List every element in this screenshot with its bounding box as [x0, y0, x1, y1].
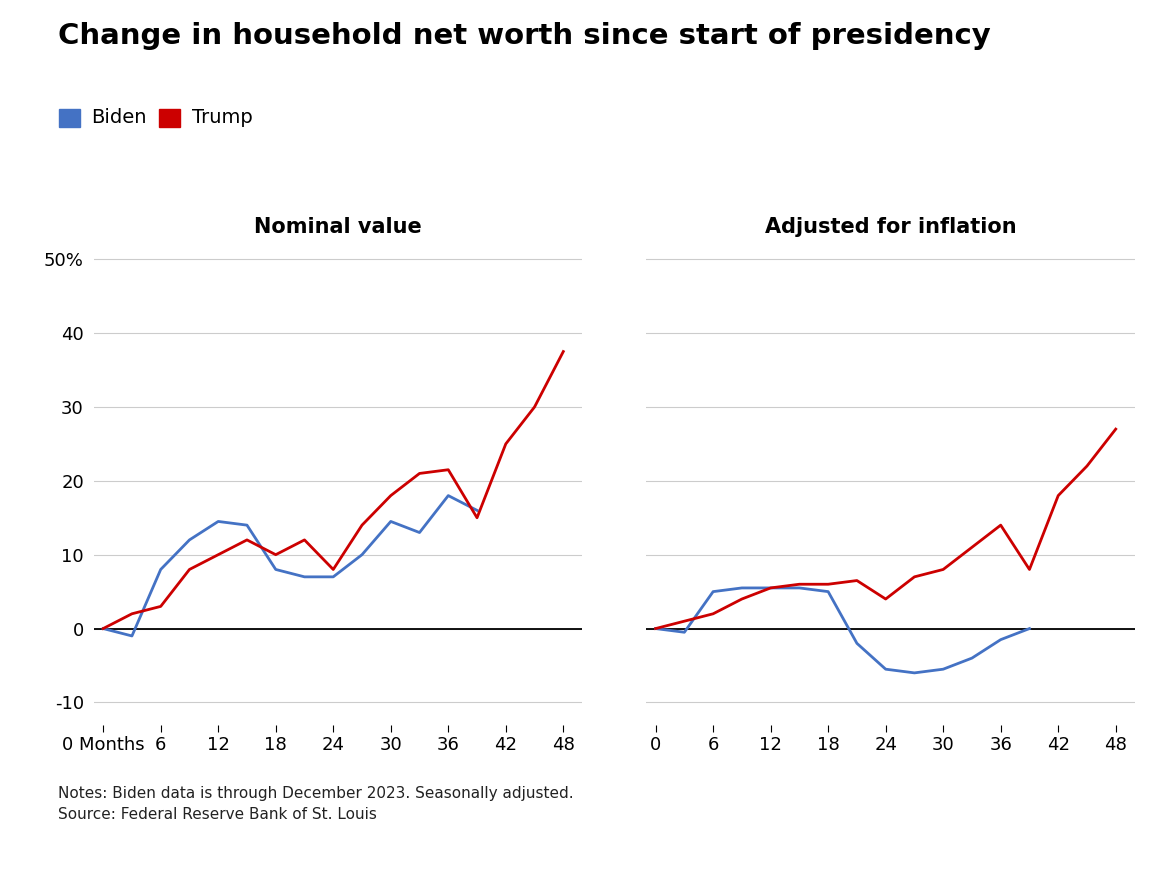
- Title: Nominal value: Nominal value: [254, 217, 422, 237]
- Title: Adjusted for inflation: Adjusted for inflation: [765, 217, 1017, 237]
- Text: Biden: Biden: [91, 108, 146, 127]
- Text: Change in household net worth since start of presidency: Change in household net worth since star…: [58, 22, 991, 50]
- Text: Notes: Biden data is through December 2023. Seasonally adjusted.
Source: Federal: Notes: Biden data is through December 20…: [58, 786, 574, 821]
- Text: Trump: Trump: [192, 108, 253, 127]
